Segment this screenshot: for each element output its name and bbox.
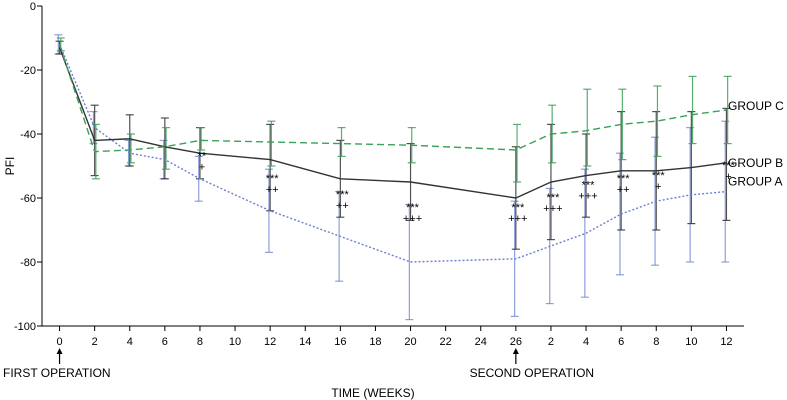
significance-plus: +++: [543, 203, 562, 215]
significance-stars: ***: [722, 160, 736, 172]
x-tick-label: 22: [440, 336, 452, 348]
first-operation-label: FIRST OPERATION: [3, 366, 111, 380]
x-tick-label: 0: [56, 336, 62, 348]
significance-stars: ***: [406, 202, 420, 214]
y-axis-title: PFI: [3, 157, 17, 176]
y-tick-label: -100: [14, 321, 36, 333]
y-tick-label: -20: [20, 65, 36, 77]
x-tick-label: 10: [685, 336, 697, 348]
x-tick-label: 16: [334, 336, 346, 348]
operation-arrow-head: [512, 348, 519, 354]
legend-label-group-c: GROUP C: [728, 99, 784, 113]
significance-stars: ***: [511, 202, 525, 214]
significance-plus: +: [655, 181, 661, 193]
x-tick-label: 12: [720, 336, 732, 348]
significance-stars: ***: [652, 170, 666, 182]
x-tick-label: 10: [229, 336, 241, 348]
significance-plus: ++: [336, 200, 349, 212]
series-lines-layer: [58, 44, 727, 263]
x-tick-label: 12: [264, 336, 276, 348]
significance-stars: ***: [266, 173, 280, 185]
y-tick-label: -60: [20, 193, 36, 205]
y-tick-label: -40: [20, 129, 36, 141]
x-tick-label: 20: [404, 336, 416, 348]
x-tick-label: 8: [197, 336, 203, 348]
operation-arrow-head: [56, 348, 63, 354]
significance-plus: ++: [617, 184, 630, 196]
significance-stars: ***: [617, 173, 631, 185]
significance-plus: +: [199, 162, 205, 174]
x-tick-label: 2: [92, 336, 98, 348]
x-tick-label: 6: [162, 336, 168, 348]
axes-layer: [37, 5, 744, 331]
series-line-group-b: [58, 47, 727, 199]
x-axis-title: TIME (WEEKS): [331, 386, 414, 400]
y-tick-label: -80: [20, 257, 36, 269]
significance-stars: ***: [582, 179, 596, 191]
y-tick-label: 0: [30, 1, 36, 13]
significance-plus: +++: [403, 213, 422, 225]
x-tick-label: 18: [369, 336, 381, 348]
significance-stars: ***: [336, 189, 350, 201]
significance-stars: ***: [547, 192, 561, 204]
x-tick-label: 2: [548, 336, 554, 348]
x-tick-label: 26: [510, 336, 522, 348]
significance-plus: +++: [578, 190, 597, 202]
x-tick-label: 14: [299, 336, 311, 348]
x-tick-label: 24: [475, 336, 487, 348]
second-operation-label: SECOND OPERATION: [470, 366, 594, 380]
significance-plus: +++: [508, 213, 527, 225]
x-tick-label: 4: [127, 336, 133, 348]
significance-plus: ++: [266, 184, 279, 196]
legend-label-group-a: GROUP A: [728, 175, 782, 189]
series-line-group-a: [58, 44, 727, 263]
legend-label-group-b: GROUP B: [728, 156, 783, 170]
x-tick-label: 4: [583, 336, 589, 348]
x-tick-label: 6: [618, 336, 624, 348]
significance-plus: +: [725, 171, 731, 183]
significance-stars: **: [198, 151, 207, 163]
x-tick-label: 8: [653, 336, 659, 348]
series-line-group-c: [58, 44, 727, 153]
error-bars-layer: [54, 34, 732, 321]
